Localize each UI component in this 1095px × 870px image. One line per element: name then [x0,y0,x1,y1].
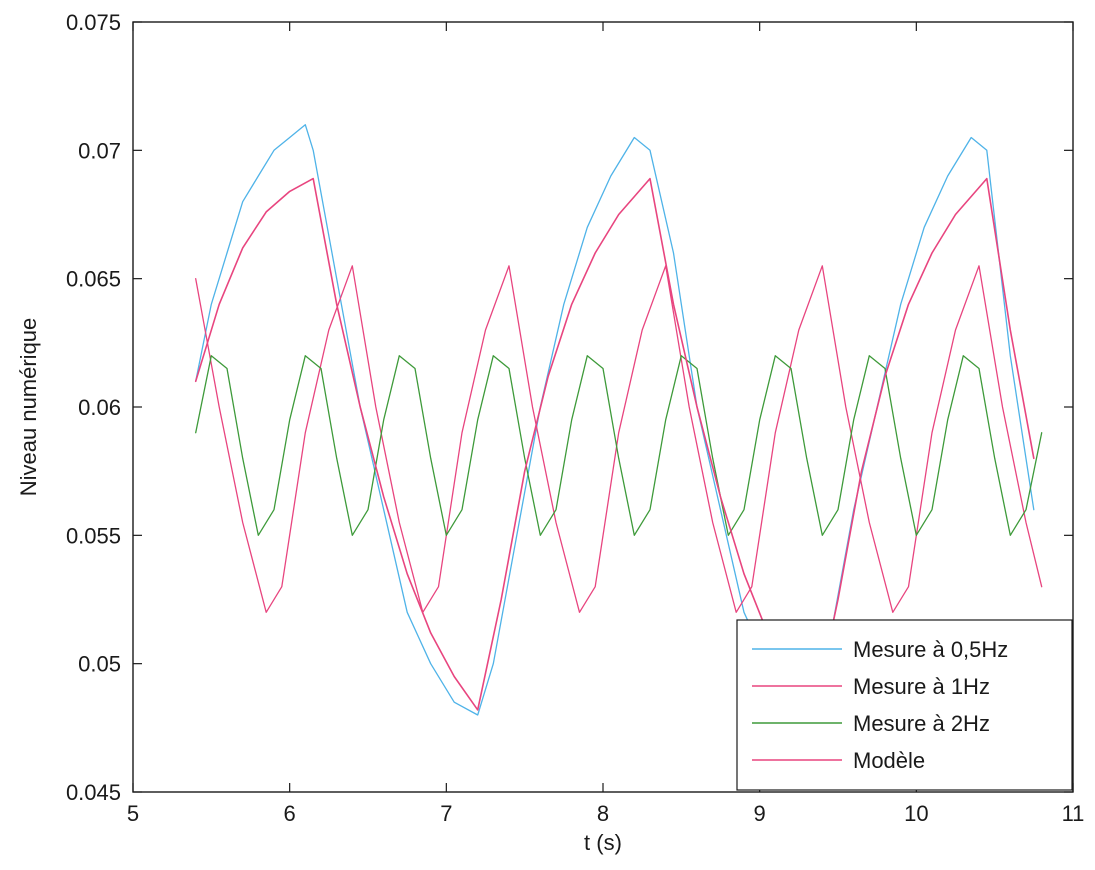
x-tick-label: 10 [904,801,928,826]
x-tick-label: 11 [1062,801,1085,826]
x-tick-label: 8 [597,801,609,826]
y-axis-label: Niveau numérique [16,318,41,497]
legend-label-mesure-2hz: Mesure à 2Hz [853,711,990,736]
y-tick-label: 0.055 [66,523,121,548]
x-tick-label: 6 [284,801,296,826]
y-axis: 0.045 0.05 0.055 0.06 0.065 0.07 0.075 [66,10,1073,805]
series-line-mesure-05hz [195,124,1035,716]
x-tick-label: 7 [440,801,452,826]
series-line-mesure-2hz [195,355,1043,536]
x-tick-label: 9 [754,801,766,826]
legend-label-mesure-1hz: Mesure à 1Hz [853,674,990,699]
x-axis-label: t (s) [584,830,622,855]
traces-group [194,124,1043,716]
y-tick-label: 0.05 [78,652,121,677]
y-tick-label: 0.065 [66,267,121,292]
x-axis: 5 6 7 8 9 10 11 [127,22,1085,826]
x-tick-label: 5 [127,801,139,826]
series-line-mesure-1hz [195,265,1043,613]
legend-label-modele: Modèle [853,748,925,773]
y-tick-label: 0.045 [66,780,121,805]
y-tick-label: 0.07 [78,138,121,163]
y-tick-label: 0.06 [78,395,121,420]
legend-box [736,619,1073,791]
legend: Mesure à 0,5Hz Mesure à 1Hz Mesure à 2Hz… [736,619,1073,791]
series-line-modele [194,177,1035,711]
legend-label-mesure-05hz: Mesure à 0,5Hz [853,637,1008,662]
y-tick-label: 0.075 [66,10,121,35]
